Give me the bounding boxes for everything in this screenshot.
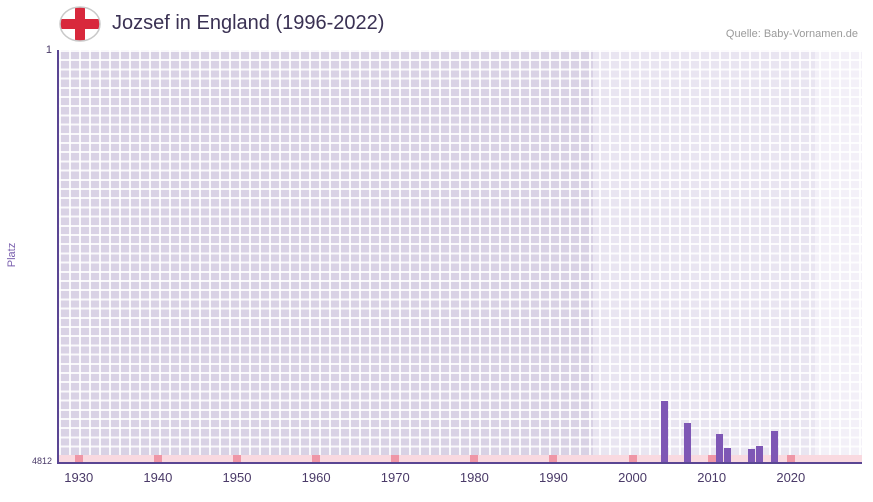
rank-bar-2012: [724, 448, 731, 462]
grid-overlay: [59, 50, 862, 462]
plot-area: [57, 50, 862, 464]
england-flag-icon: [58, 5, 102, 48]
baseline-band-mark: [786, 455, 795, 462]
rank-bar-2018: [771, 431, 779, 462]
baseline-band-fill: [59, 455, 862, 462]
baseline-band-mark: [233, 455, 241, 462]
x-tick-2000: 2000: [618, 470, 648, 485]
baseline-band-mark: [312, 455, 321, 462]
baseline-band-mark: [470, 455, 479, 462]
baseline-band-mark: [549, 455, 558, 462]
baseline-band-mark: [391, 455, 400, 462]
rank-bar-2007: [684, 423, 692, 462]
x-tick-1960: 1960: [301, 470, 331, 485]
baseline-band-mark: [707, 455, 716, 462]
baseline-band-mark: [153, 455, 162, 462]
y-tick-worst-rank: 4812: [31, 456, 52, 466]
baseline-band-mark: [628, 455, 637, 462]
rank-bar-2016: [755, 446, 763, 462]
bar-series: [59, 50, 862, 462]
x-tick-1980: 1980: [459, 470, 489, 485]
x-tick-1990: 1990: [538, 470, 568, 485]
y-axis-title: Platz: [6, 242, 18, 268]
chart-title: Jozsef in England (1996-2022): [112, 12, 385, 34]
x-tick-1970: 1970: [380, 470, 410, 485]
rank-bar-2011: [716, 433, 724, 462]
x-tick-2020: 2020: [776, 470, 806, 485]
source-credit: Quelle: Baby-Vornamen.de: [725, 28, 858, 40]
x-tick-2010: 2010: [697, 470, 727, 485]
x-axis-ticks: 1930 1940 1950 1960 1970 1980 1990 2000 2010 2020: [59, 470, 862, 488]
baseline-band: [59, 50, 862, 462]
x-tick-1950: 1950: [222, 470, 252, 485]
rank-bar-2004: [660, 401, 668, 462]
x-tick-1940: 1940: [143, 470, 173, 485]
baseline-band-mark: [74, 455, 83, 462]
rank-bar-2015: [747, 448, 755, 462]
y-tick-best-rank: 1: [45, 44, 52, 56]
x-tick-1930: 1930: [64, 470, 94, 485]
